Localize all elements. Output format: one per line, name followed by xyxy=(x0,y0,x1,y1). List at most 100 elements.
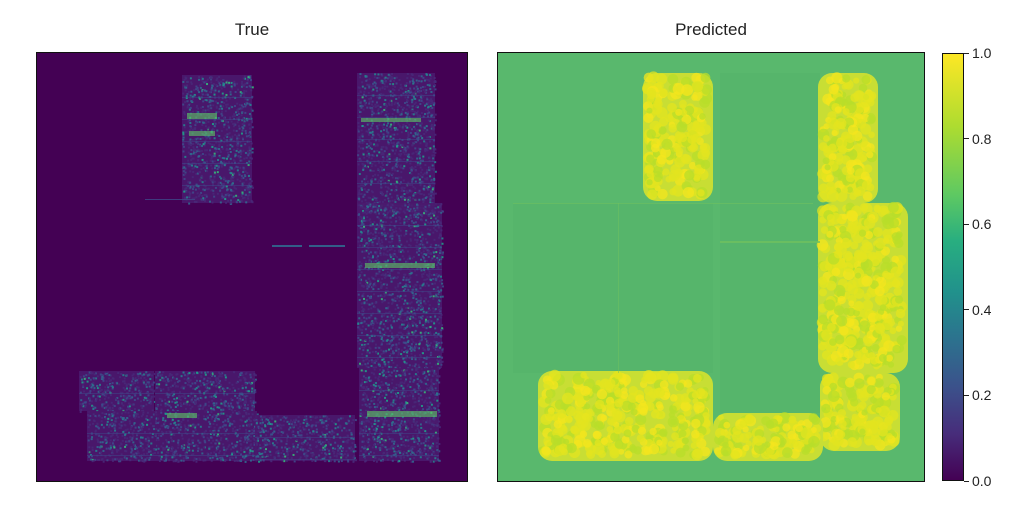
speckle xyxy=(364,409,367,412)
speckle xyxy=(408,273,411,276)
speckle xyxy=(368,259,371,262)
speckle xyxy=(399,229,402,232)
speckle xyxy=(362,244,365,247)
speckle xyxy=(406,73,409,76)
speckle xyxy=(436,399,439,402)
speckle xyxy=(366,123,369,126)
speckle xyxy=(376,242,379,245)
speckle xyxy=(411,331,414,334)
speckle xyxy=(363,219,366,222)
speckle xyxy=(386,186,389,189)
speckle xyxy=(362,369,365,372)
speckle xyxy=(440,209,443,212)
speckle xyxy=(416,346,419,349)
speckle xyxy=(398,385,401,388)
speckle xyxy=(378,200,381,203)
speckle xyxy=(242,168,245,171)
speckle xyxy=(398,393,401,396)
speckle xyxy=(426,383,429,386)
speckle xyxy=(221,107,224,110)
speckle xyxy=(414,133,417,136)
grid-line xyxy=(182,185,252,186)
speckle xyxy=(357,98,360,101)
speckle xyxy=(102,379,105,382)
speckle xyxy=(363,346,366,349)
speckle xyxy=(111,382,114,385)
speckle xyxy=(233,187,236,190)
speckle xyxy=(428,406,431,409)
speckle xyxy=(251,86,254,89)
speckle xyxy=(234,154,237,157)
speckle xyxy=(89,371,92,374)
speckle xyxy=(213,137,216,140)
speckle xyxy=(391,95,394,98)
speckle xyxy=(205,193,208,196)
speckle xyxy=(361,142,364,145)
speckle xyxy=(370,323,373,326)
sparse-region xyxy=(357,73,435,213)
speckle xyxy=(402,210,405,213)
speckle xyxy=(419,162,422,165)
speckle xyxy=(385,164,388,167)
speckle xyxy=(232,129,235,132)
speckle xyxy=(202,143,205,146)
speckle xyxy=(183,112,186,115)
speckle xyxy=(82,386,85,389)
speckle xyxy=(378,124,381,127)
speckle xyxy=(406,369,409,372)
speckle xyxy=(418,403,421,406)
speckle xyxy=(357,336,360,339)
speckle xyxy=(416,308,419,311)
speckle xyxy=(392,317,395,320)
speckle xyxy=(359,328,362,331)
speckle xyxy=(206,78,209,81)
speckle xyxy=(414,187,417,190)
speckle xyxy=(370,190,373,193)
speckle xyxy=(149,400,152,403)
speckle xyxy=(414,165,417,168)
speckle xyxy=(372,324,375,327)
speckle xyxy=(417,384,420,387)
speckle xyxy=(248,132,251,135)
speckle xyxy=(230,188,233,191)
speckle xyxy=(389,228,392,231)
speckle xyxy=(189,384,192,387)
speckle xyxy=(82,402,85,405)
speckle xyxy=(382,133,385,136)
speckle xyxy=(425,253,428,256)
speckle xyxy=(229,179,232,182)
speckle xyxy=(380,79,383,82)
speckle xyxy=(128,394,131,397)
speckle xyxy=(109,374,112,377)
speckle xyxy=(143,382,146,385)
speckle xyxy=(409,166,412,169)
speckle xyxy=(366,295,369,298)
speckle xyxy=(368,139,371,142)
speckle xyxy=(397,250,400,253)
speckle xyxy=(228,81,231,84)
speckle xyxy=(92,389,95,392)
speckle xyxy=(248,188,251,191)
speckle xyxy=(414,161,417,164)
speckle xyxy=(111,386,114,389)
speckle xyxy=(389,83,392,86)
speckle xyxy=(219,151,222,154)
speckle xyxy=(245,86,248,89)
speckle xyxy=(399,216,402,219)
speckle xyxy=(402,151,405,154)
speckle xyxy=(414,97,417,100)
speckle xyxy=(103,389,106,392)
speckle xyxy=(125,387,128,390)
speckle xyxy=(393,320,396,323)
speckle xyxy=(401,320,404,323)
speckle xyxy=(251,151,254,154)
speckle xyxy=(100,377,103,380)
speckle xyxy=(93,387,96,390)
speckle xyxy=(409,244,412,247)
speckle xyxy=(184,77,187,80)
speckle xyxy=(425,282,428,285)
speckle xyxy=(363,297,366,300)
speckle xyxy=(206,371,209,374)
speckle xyxy=(105,380,108,383)
speckle xyxy=(398,125,401,128)
